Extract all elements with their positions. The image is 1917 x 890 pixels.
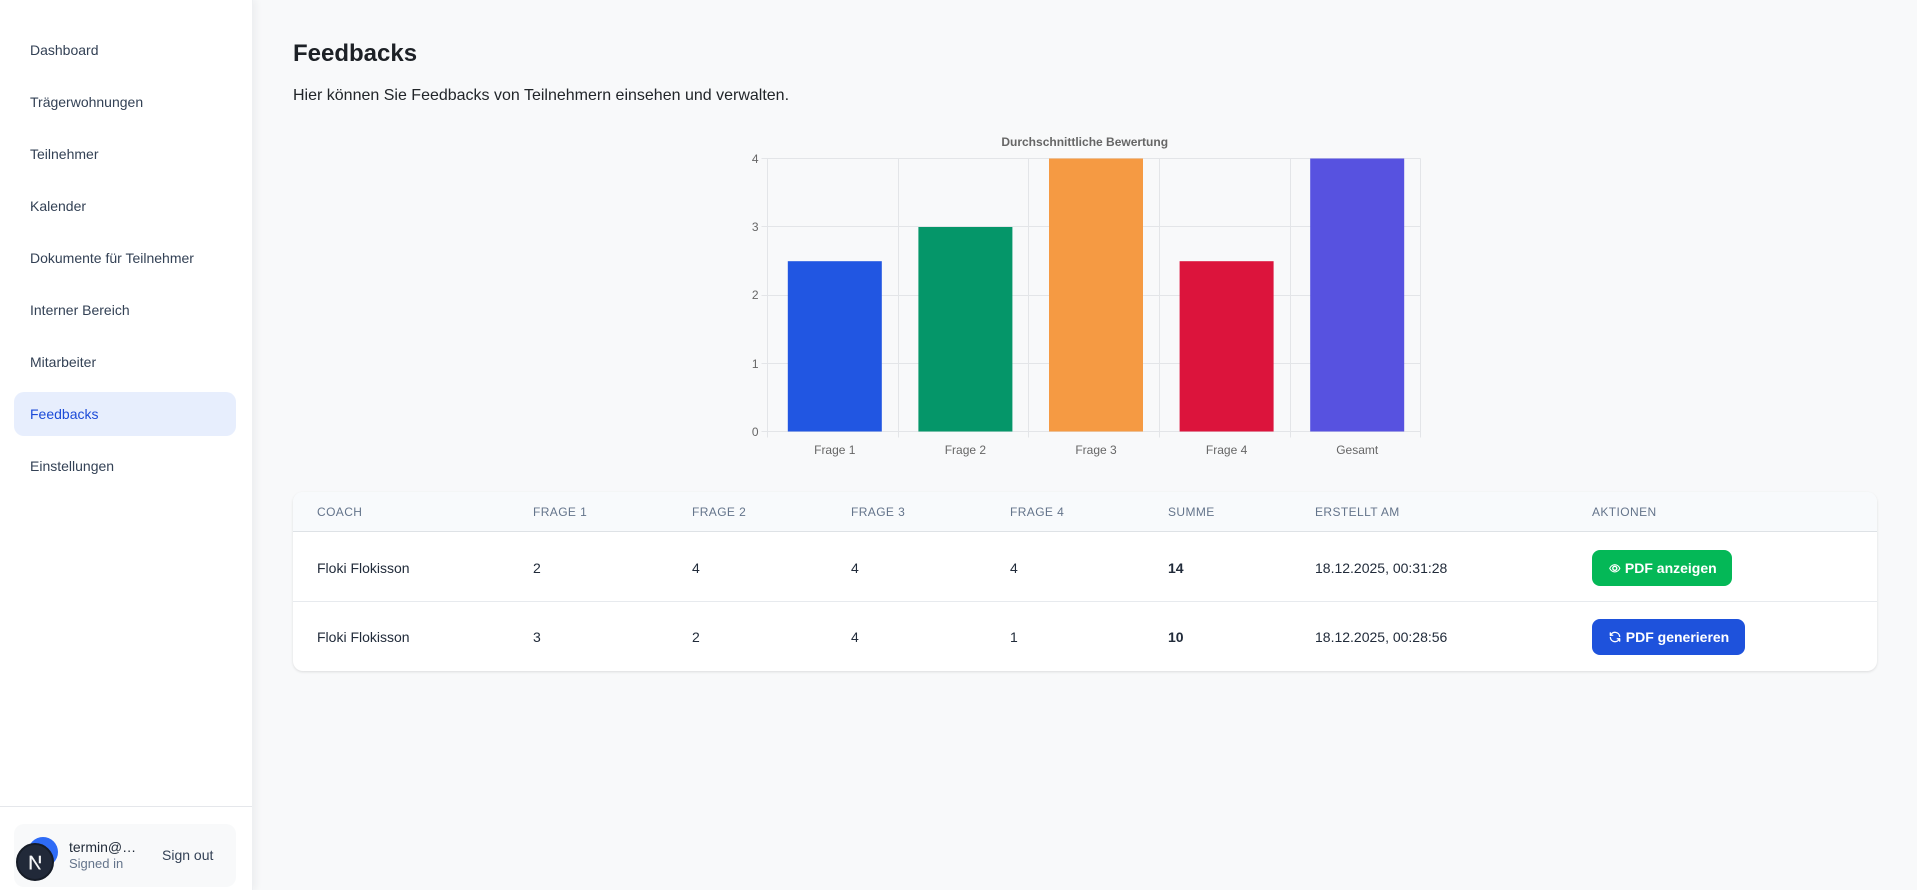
svg-text:2: 2 xyxy=(752,288,759,302)
svg-text:3: 3 xyxy=(752,220,759,234)
svg-text:Frage 3: Frage 3 xyxy=(1075,443,1117,457)
svg-text:Frage 2: Frage 2 xyxy=(945,443,987,457)
svg-text:Frage 1: Frage 1 xyxy=(814,443,856,457)
svg-text:0: 0 xyxy=(752,425,759,439)
svg-text:Frage 4: Frage 4 xyxy=(1206,443,1248,457)
svg-text:4: 4 xyxy=(752,152,759,166)
svg-text:Durchschnittliche Bewertung: Durchschnittliche Bewertung xyxy=(1001,135,1168,149)
svg-text:1: 1 xyxy=(752,357,759,371)
svg-text:Gesamt: Gesamt xyxy=(1336,443,1379,457)
